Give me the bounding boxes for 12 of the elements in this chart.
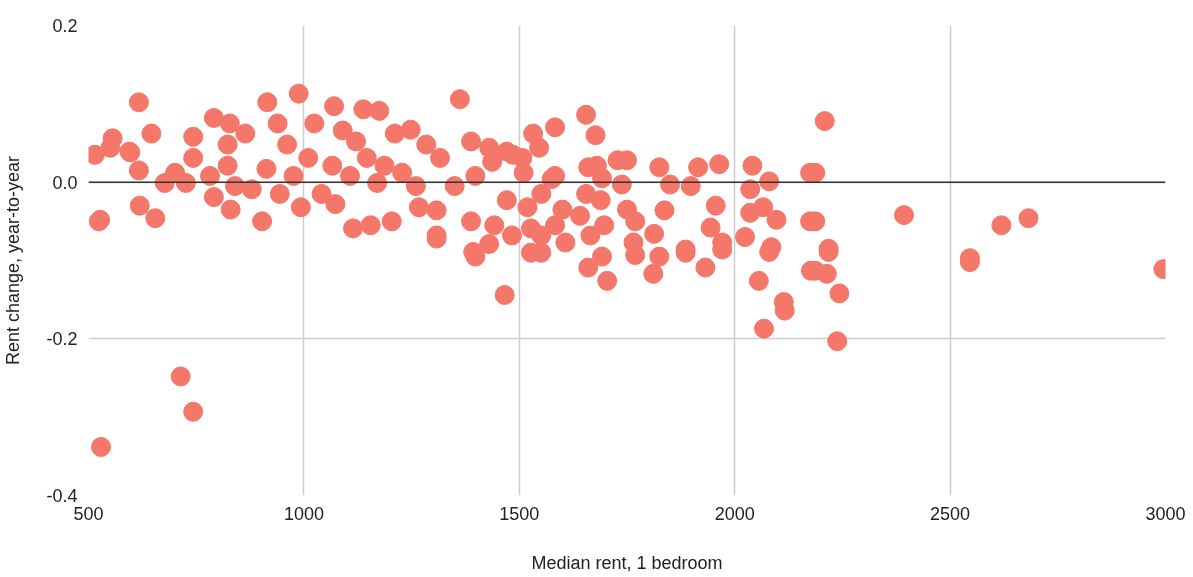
x-axis-title: Median rent, 1 bedroom bbox=[531, 552, 723, 573]
x-tick-label: 1000 bbox=[283, 503, 324, 524]
x-tick-label: 1500 bbox=[499, 503, 540, 524]
y-tick-label: -0.4 bbox=[46, 486, 78, 506]
x-tick-label: 500 bbox=[73, 503, 104, 524]
y-tick-label: -0.2 bbox=[46, 329, 78, 350]
x-tick-label: 3000 bbox=[1145, 503, 1186, 524]
y-tick-label: 0.2 bbox=[52, 16, 78, 36]
y-tick-label: 0.0 bbox=[52, 172, 78, 193]
y-axis-title: Rent change, year-to-year bbox=[3, 155, 24, 366]
x-tick-label: 2000 bbox=[714, 503, 755, 524]
x-tick-label: 2500 bbox=[930, 503, 971, 524]
